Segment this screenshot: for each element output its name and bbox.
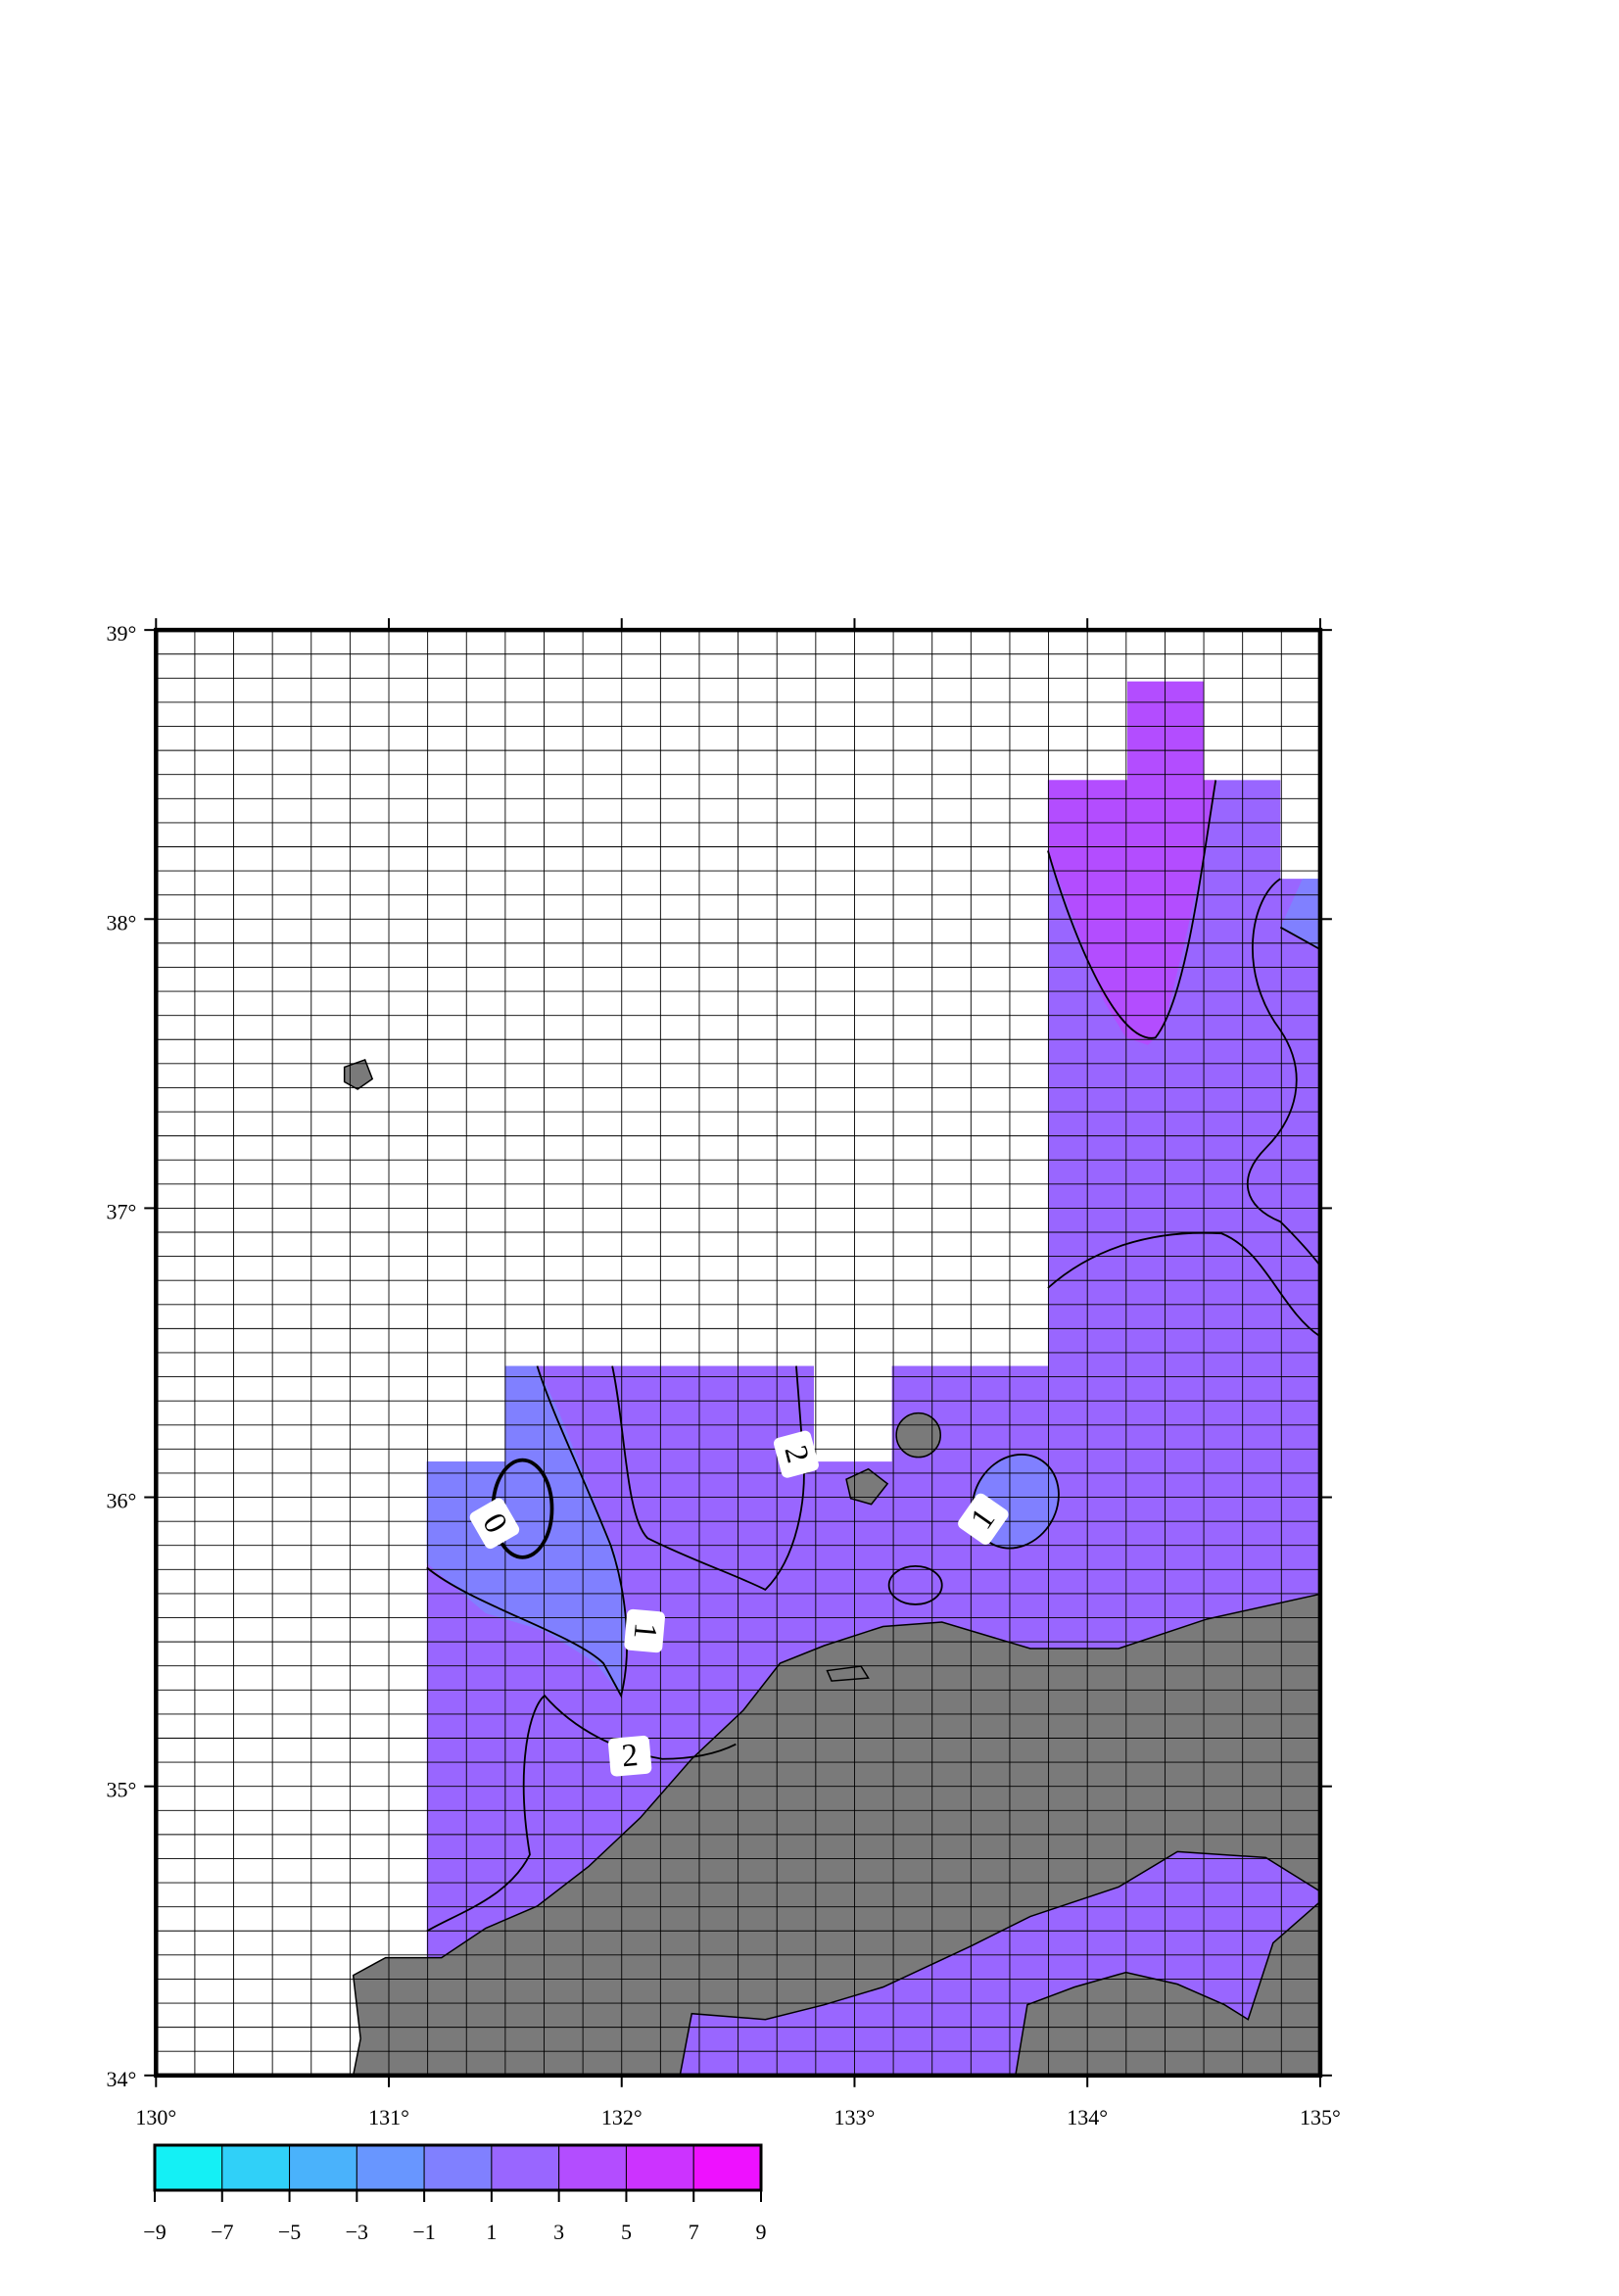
colorbar-bin	[221, 2144, 291, 2191]
x-tick-label: 131°	[368, 2105, 409, 2129]
colorbar-bin	[692, 2144, 762, 2191]
island	[343, 1058, 374, 1090]
colorbar-bin	[625, 2144, 694, 2191]
colorbar-tick-label: 5	[621, 2220, 632, 2244]
map-frame	[154, 627, 1323, 2079]
contour-label: 2	[620, 1738, 640, 1774]
axes: 130° 131° 132° 133° 134° 135° 34° 35° 36° 37° 38° 3…	[106, 618, 1341, 2129]
y-tick-label: 39°	[106, 621, 136, 646]
colorbar-tick-label: 1	[486, 2220, 497, 2244]
shaded-field-low	[1280, 879, 1320, 950]
y-tick-label: 38°	[106, 910, 136, 934]
y-tick-label: 37°	[106, 1199, 136, 1223]
colorbar-bin	[558, 2144, 627, 2191]
island	[845, 1467, 889, 1506]
colorbar-tick-label: −1	[412, 2220, 435, 2244]
x-tick-label: 132°	[601, 2105, 643, 2129]
shaded-field-low	[426, 1365, 626, 1697]
colorbar-bin	[289, 2144, 357, 2191]
colorbar: −9 −7 −5 −3 −1 1 3 5 7 9	[143, 2143, 767, 2244]
contour-labels: 0 1 2 2 1	[469, 1430, 1009, 1777]
y-tick-label: 35°	[106, 1778, 136, 1802]
x-tick-label: 134°	[1067, 2105, 1108, 2129]
colorbar-tick-label: −9	[143, 2220, 166, 2244]
label-box	[624, 1608, 665, 1653]
x-tick-label: 133°	[834, 2105, 876, 2129]
x-tick-label: 130°	[135, 2105, 176, 2129]
colorbar-tick-label: −3	[346, 2220, 368, 2244]
colorbar-tick-label: 7	[689, 2220, 699, 2244]
colorbar-bin	[356, 2144, 425, 2191]
colorbar-tick-label: −5	[278, 2220, 301, 2244]
shaded-field-high	[1047, 681, 1216, 1045]
land	[1015, 1900, 1320, 2076]
map-layer: 0 1 2 2 1	[154, 627, 1323, 2079]
colorbar-tick-label: −7	[211, 2220, 233, 2244]
colorbar-bin	[423, 2144, 493, 2191]
colorbar-tick-label: 3	[553, 2220, 564, 2244]
y-tick-label: 36°	[106, 1489, 136, 1513]
contour-label: 1	[627, 1621, 663, 1641]
contours	[426, 780, 1320, 1933]
label-box	[958, 1493, 1009, 1545]
map-area	[343, 681, 1320, 2076]
label-box	[607, 1735, 652, 1777]
island	[895, 1411, 941, 1459]
label-box	[469, 1498, 520, 1550]
colorbar-bin	[491, 2144, 560, 2191]
colorbar-frame	[153, 2143, 763, 2192]
land	[826, 1665, 870, 1682]
label-box	[773, 1430, 819, 1478]
grid	[156, 630, 1320, 2076]
colorbar-bin	[154, 2144, 223, 2191]
colorbar-tick-label: 9	[756, 2220, 767, 2244]
y-tick-label: 34°	[106, 2067, 136, 2091]
x-tick-label: 135°	[1300, 2105, 1341, 2129]
